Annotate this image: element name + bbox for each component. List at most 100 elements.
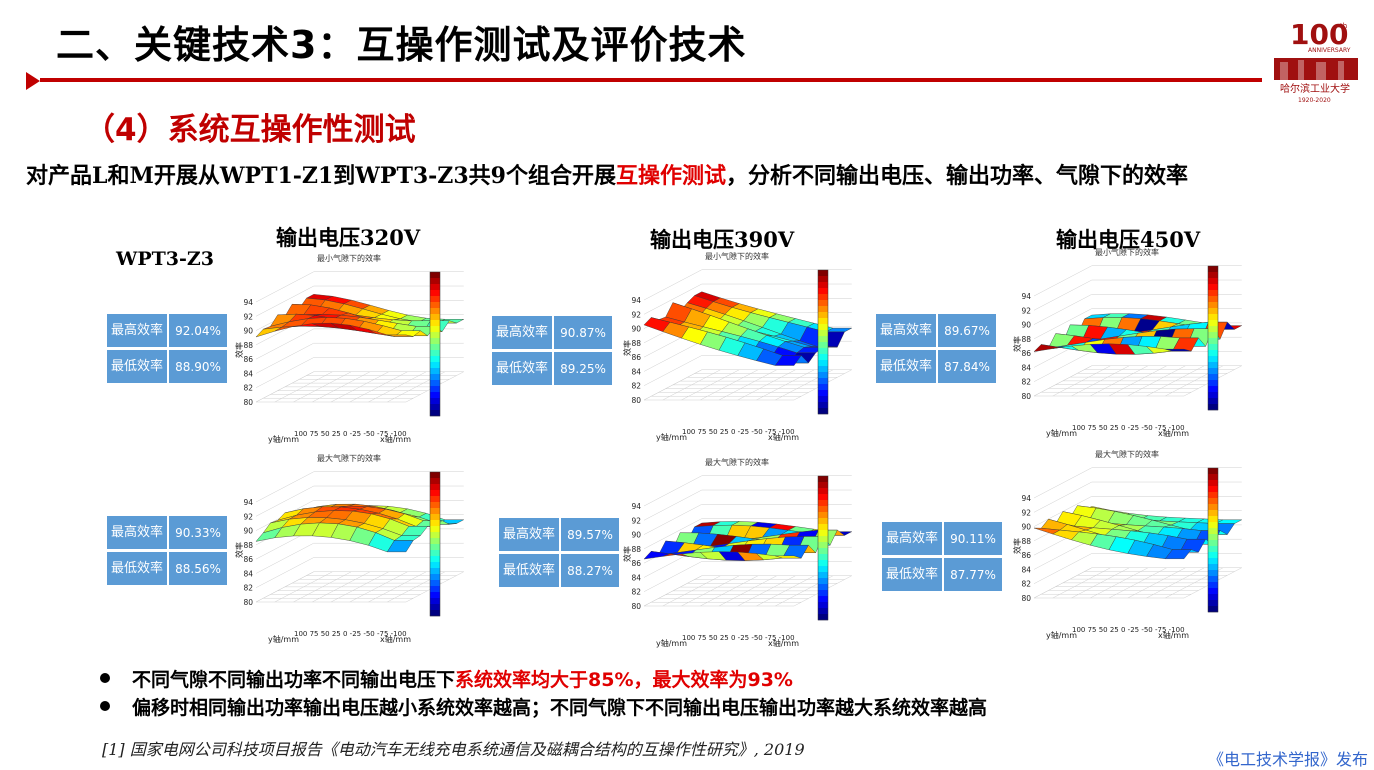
colorbar-segment: [430, 296, 440, 302]
colorbar-segment: [430, 526, 440, 532]
colorbar-segment: [430, 308, 440, 314]
colorbar-segment: [1208, 296, 1218, 302]
colorbar-segment: [1208, 570, 1218, 576]
colorbar-segment: [430, 398, 440, 404]
stat-label-min: 最低效率: [876, 350, 936, 383]
colorbar-segment: [430, 538, 440, 544]
colorbar-segment: [1208, 534, 1218, 540]
colorbar-segment: [1208, 606, 1218, 612]
colorbar-segment: [1208, 356, 1218, 362]
plot-ylabel: 效率: [1012, 336, 1022, 352]
z-tick-label: 80: [1021, 594, 1031, 603]
z-tick-label: 86: [243, 555, 253, 564]
z-tick-label: 84: [243, 569, 253, 578]
colorbar-segment: [1208, 308, 1218, 314]
colorbar-segment: [430, 338, 440, 344]
colorbar-segment: [430, 314, 440, 320]
z-tick-label: 92: [243, 512, 253, 521]
intro-text: 对产品L和M开展从WPT1-Z1到WPT3-Z3共9个组合开展互操作测试，分析不…: [26, 158, 1188, 190]
stat-label-max: 最高效率: [492, 316, 552, 349]
z-tick-label: 94: [631, 502, 641, 511]
colorbar-segment: [818, 312, 828, 318]
colorbar-segment: [430, 496, 440, 502]
colorbar-segment: [430, 380, 440, 386]
z-tick-label: 92: [1021, 508, 1031, 517]
z-tick-label: 80: [631, 396, 641, 405]
colorbar-segment: [818, 390, 828, 396]
colorbar-segment: [430, 604, 440, 610]
colorbar-segment: [818, 566, 828, 572]
column-header-320v: 输出电压320V: [276, 222, 420, 252]
reference-citation: [1] 国家电网公司科技项目报告《电动汽车无线充电系统通信及磁耦合结构的互操作性…: [102, 736, 805, 760]
z-tick-label: 84: [1021, 363, 1031, 372]
colorbar-segment: [1208, 338, 1218, 344]
z-tick-label: 90: [1021, 523, 1031, 532]
case-label: WPT3-Z3: [116, 248, 214, 270]
colorbar-segment: [818, 372, 828, 378]
colorbar-segment: [430, 532, 440, 538]
colorbar-segment: [1208, 540, 1218, 546]
z-tick-label: 88: [243, 341, 253, 350]
y-axis-label: y轴/mm: [268, 434, 299, 444]
colorbar-segment: [818, 554, 828, 560]
z-tick-label: 88: [1021, 537, 1031, 546]
x-axis-label: x轴/mm: [380, 634, 411, 644]
colorbar-segment: [818, 300, 828, 306]
z-tick-label: 88: [631, 545, 641, 554]
colorbar-segment: [1208, 326, 1218, 332]
colorbar-segment: [818, 366, 828, 372]
colorbar-segment: [1208, 272, 1218, 278]
plot-title: 最小气隙下的效率: [705, 251, 769, 261]
colorbar-segment: [1208, 510, 1218, 516]
colorbar-segment: [818, 578, 828, 584]
colorbar-segment: [430, 568, 440, 574]
colorbar-segment: [430, 392, 440, 398]
z-tick-label: 88: [243, 541, 253, 550]
stat-label-min: 最低效率: [882, 558, 942, 591]
z-tick-label: 92: [631, 516, 641, 525]
stat-value-max: 90.87%: [554, 316, 612, 349]
colorbar-segment: [1208, 474, 1218, 480]
z-tick-label: 84: [243, 369, 253, 378]
colorbar-segment: [430, 478, 440, 484]
y-axis-label: y轴/mm: [656, 432, 687, 442]
colorbar-segment: [818, 482, 828, 488]
plot-ylabel: 效率: [1012, 538, 1022, 554]
colorbar-segment: [430, 278, 440, 284]
z-tick-label: 86: [631, 353, 641, 362]
stat-value-min: 88.27%: [561, 554, 619, 587]
colorbar-segment: [430, 550, 440, 556]
colorbar-segment: [430, 574, 440, 580]
colorbar-segment: [1208, 350, 1218, 356]
colorbar-segment: [430, 302, 440, 308]
colorbar-segment: [1208, 468, 1218, 474]
colorbar-segment: [818, 584, 828, 590]
colorbar-segment: [1208, 516, 1218, 522]
slide-title: 二、关键技术3：互操作测试及评价技术: [56, 14, 746, 69]
y-axis-label: y轴/mm: [656, 638, 687, 648]
z-tick-label: 82: [243, 384, 253, 393]
colorbar-segment: [1208, 344, 1218, 350]
z-tick-label: 94: [631, 296, 641, 305]
stat-label-max: 最高效率: [876, 314, 936, 347]
stat-value-max: 90.33%: [169, 516, 227, 549]
plot-ylabel: 效率: [622, 546, 632, 562]
colorbar-segment: [430, 368, 440, 374]
colorbar-segment: [430, 592, 440, 598]
bullet-dot: [100, 701, 110, 711]
x-axis-label: x轴/mm: [768, 638, 799, 648]
colorbar-segment: [430, 272, 440, 278]
colorbar-segment: [818, 536, 828, 542]
colorbar-segment: [818, 378, 828, 384]
colorbar-segment: [430, 502, 440, 508]
colorbar-segment: [818, 360, 828, 366]
colorbar-segment: [430, 362, 440, 368]
colorbar-segment: [430, 490, 440, 496]
